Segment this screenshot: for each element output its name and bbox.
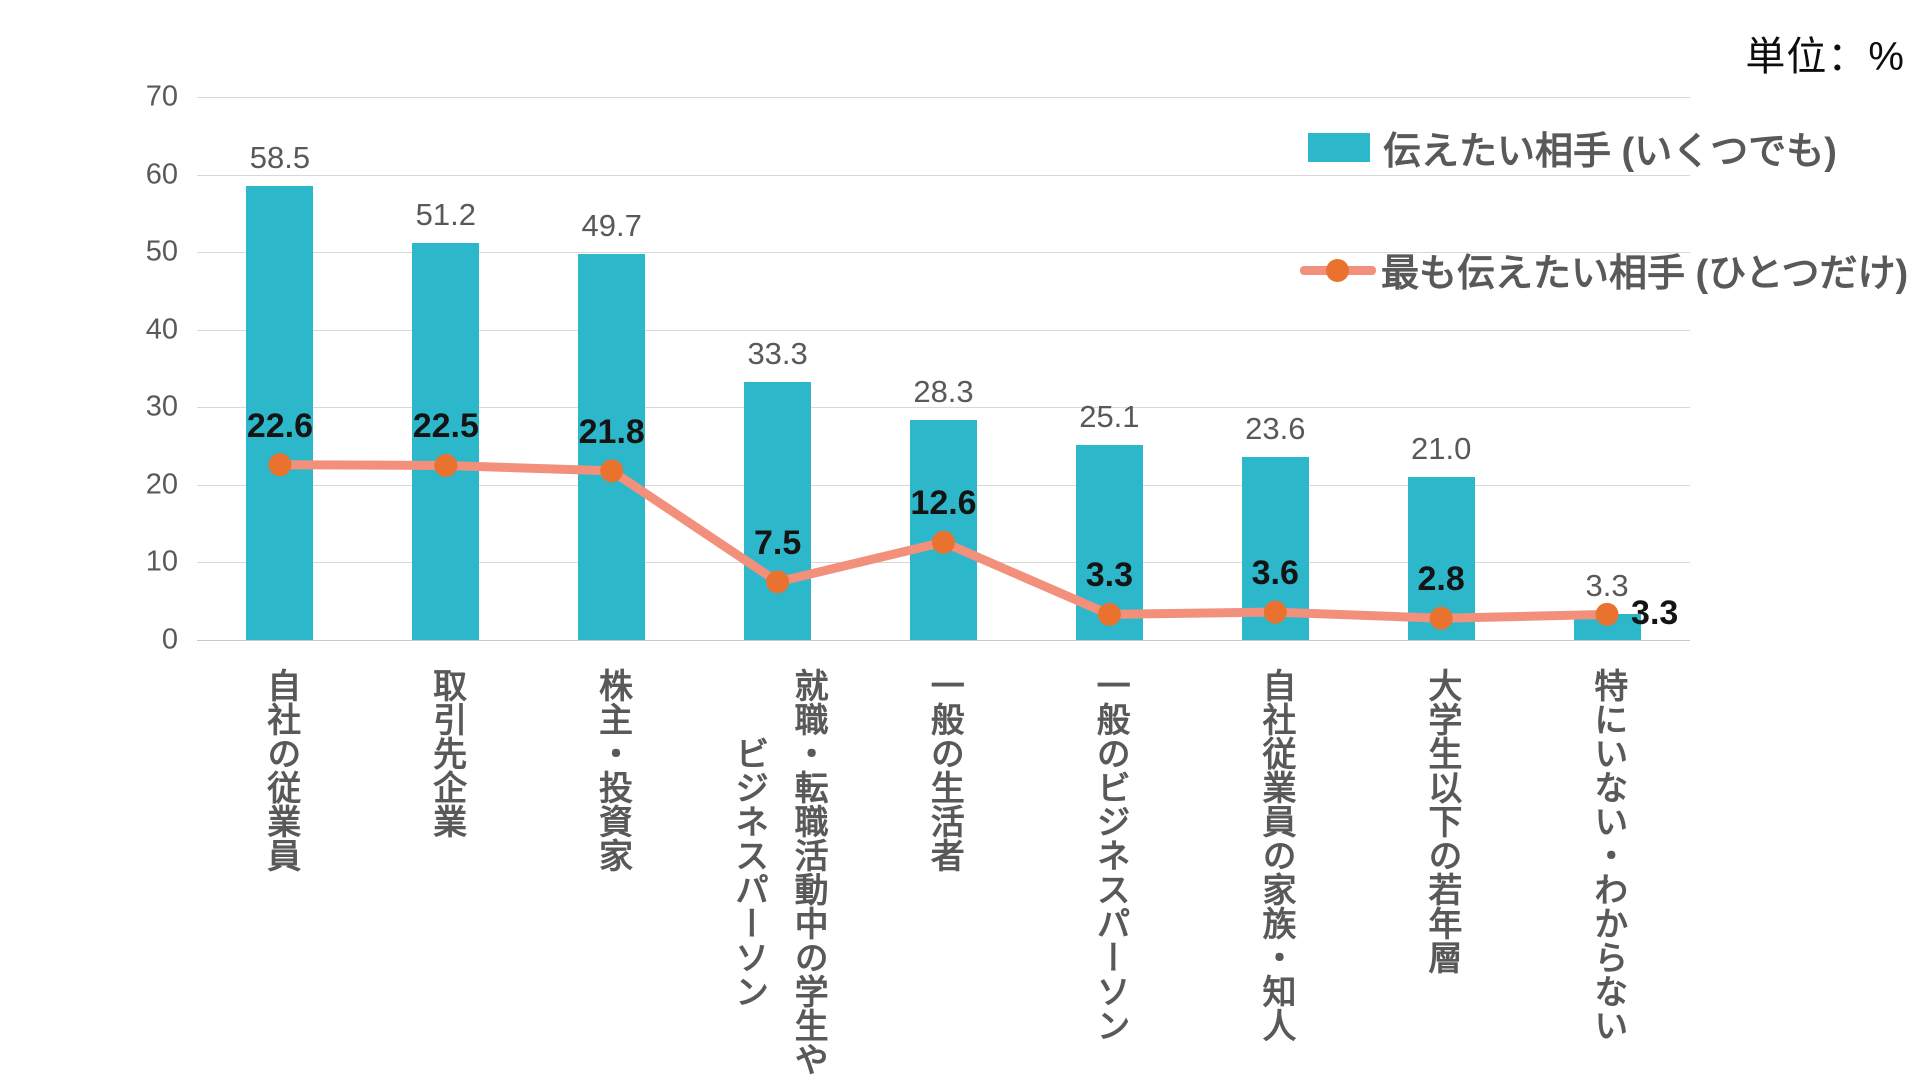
- unit-label: 単位：%: [1745, 35, 1905, 79]
- legend-label-line-series: 最も伝えたい相手 (ひとつだけ): [1381, 253, 1909, 295]
- bar-value-label: 51.2: [415, 196, 476, 232]
- y-tick-label: 70: [145, 80, 178, 113]
- plot-area: 58.5 51.2 49.7 33.3 28.3 25.1 23.6 21.0 3.3 22.6 2…: [197, 97, 1690, 641]
- category-label: 自社従業員の家族・知人: [1257, 668, 1296, 1042]
- line-value-label: 2.8: [1417, 560, 1465, 599]
- line-marker: [1097, 602, 1121, 626]
- bar-swatch-icon: [1308, 133, 1370, 162]
- category-label: 特にいない・わからない: [1588, 668, 1627, 1042]
- bar-value-label: 49.7: [581, 208, 642, 244]
- y-tick-label: 40: [145, 313, 178, 346]
- line-value-label: 21.8: [578, 412, 645, 451]
- bar-value-label: 23.6: [1245, 410, 1306, 446]
- y-tick-label: 20: [145, 468, 178, 501]
- line-marker: [600, 459, 624, 483]
- line-value-label: 22.6: [246, 406, 314, 445]
- y-axis: 0 10 20 30 40 50 60 70: [0, 81, 178, 656]
- bar-value-label: 25.1: [1079, 399, 1140, 435]
- line-value-label: 22.5: [412, 407, 479, 446]
- line-value-label: 12.6: [910, 484, 977, 523]
- x-axis-category-labels: 自社の従業員 取引先企業 株主・投資家 就職・転職活動中の学生や ビジネスパーソン 一般…: [0, 668, 1920, 1080]
- bar: [578, 254, 646, 640]
- y-tick-label: 30: [145, 390, 178, 423]
- gridline: [197, 407, 1690, 408]
- category-label: 一般のビジネスパーソン: [1091, 668, 1130, 1042]
- line-marker: [932, 530, 955, 554]
- line-marker: [1595, 602, 1619, 626]
- line-series: [268, 453, 1619, 630]
- category-label: 就職・転職活動中の学生や ビジネスパーソン: [729, 668, 828, 1076]
- line-marker: [434, 453, 458, 477]
- y-tick-label: 50: [145, 235, 178, 268]
- category-label: 一般の生活者: [925, 668, 964, 872]
- gridline: [197, 252, 1690, 253]
- line-marker: [1263, 600, 1287, 624]
- line-marker: [268, 453, 292, 477]
- bar: [412, 242, 480, 640]
- y-tick-label: 60: [145, 158, 178, 191]
- bar: [910, 420, 977, 640]
- line-value-label: 3.6: [1251, 554, 1299, 593]
- legend-item-bar-series: 伝えたい相手 (いくつでも): [1308, 120, 1837, 175]
- bar-value-label: 28.3: [913, 374, 974, 410]
- bar: [246, 186, 314, 640]
- x-axis-line: [197, 640, 1690, 641]
- category-label: 自社の従業員: [261, 668, 300, 872]
- line-swatch-dot: [1326, 258, 1349, 282]
- line-marker: [1429, 606, 1453, 630]
- y-tick-label: 10: [145, 545, 178, 578]
- bar-value-label: 21.0: [1410, 431, 1472, 467]
- bar: [744, 381, 812, 640]
- category-label: 大学生以下の若年層: [1422, 668, 1461, 974]
- bar-value-label: 33.3: [747, 335, 808, 371]
- category-label: 取引先企業: [427, 668, 466, 838]
- line-value-label: 3.3: [1085, 556, 1133, 595]
- bar-value-label: 58.5: [249, 140, 311, 176]
- gridline: [197, 330, 1690, 331]
- line-marker-swatch-icon: [1300, 258, 1376, 282]
- category-label: 株主・投資家: [593, 668, 632, 872]
- line-marker: [766, 570, 790, 594]
- gridline: [197, 97, 1690, 98]
- legend-item-line-series: 最も伝えたい相手 (ひとつだけ): [1300, 242, 1908, 297]
- bar-value-label: 3.3: [1585, 568, 1629, 604]
- line-value-label: 7.5: [753, 523, 802, 562]
- legend-label-bar-series: 伝えたい相手 (いくつでも): [1383, 131, 1837, 173]
- gridline: [197, 175, 1690, 176]
- y-tick-label: 0: [161, 623, 178, 656]
- line-value-label: 3.3: [1631, 594, 1679, 633]
